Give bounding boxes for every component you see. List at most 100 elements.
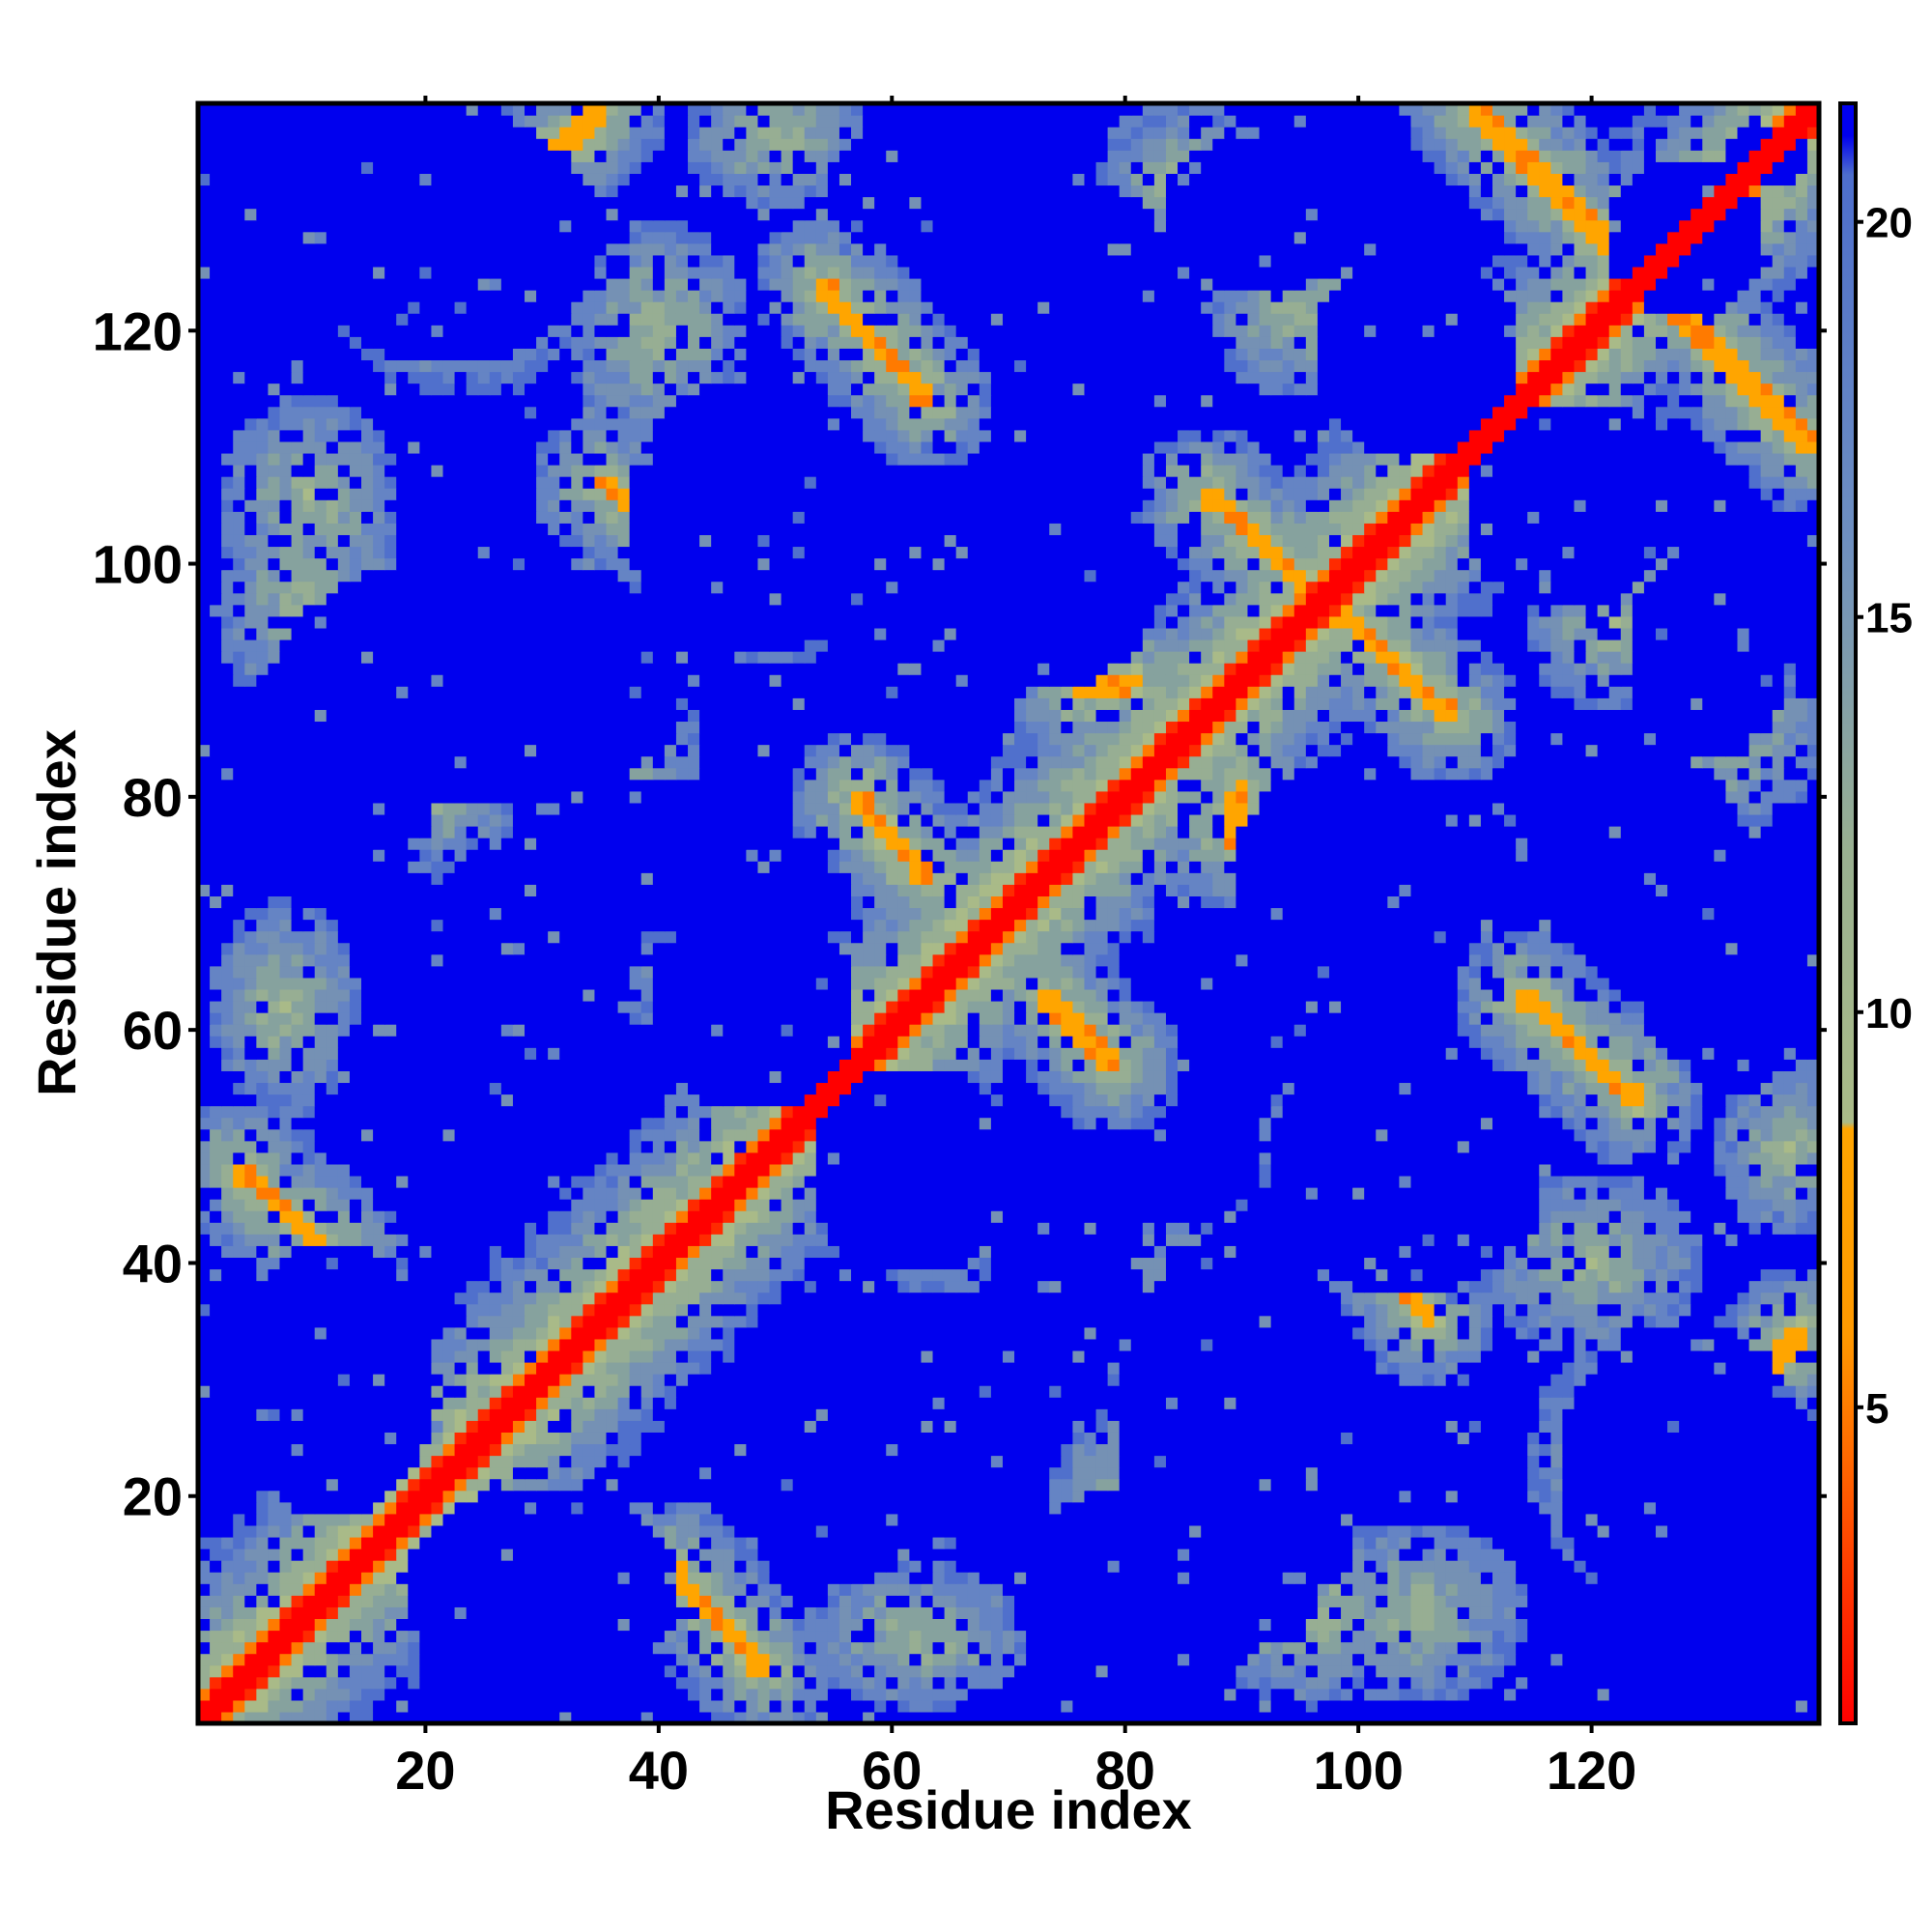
heatmap-cell: [1119, 1711, 1132, 1724]
heatmap-cell: [979, 1408, 992, 1421]
heatmap-cell: [838, 1583, 852, 1596]
heatmap-cell: [233, 1560, 245, 1573]
heatmap-cell: [396, 1397, 409, 1409]
heatmap-cell: [979, 1595, 992, 1607]
heatmap-cell: [1806, 1572, 1820, 1584]
heatmap-cell: [536, 1664, 549, 1678]
heatmap-cell: [477, 1443, 491, 1457]
heatmap-cell: [1328, 1361, 1342, 1375]
heatmap-cell: [606, 1408, 619, 1421]
heatmap-cell: [1492, 1513, 1505, 1526]
heatmap-cell: [1620, 1432, 1634, 1445]
heatmap-cell: [1376, 1408, 1388, 1421]
heatmap-cell: [349, 1606, 362, 1620]
heatmap-cell: [746, 1432, 759, 1445]
heatmap-cell: [431, 1606, 444, 1620]
heatmap-cell: [874, 1397, 887, 1409]
heatmap-cell: [1434, 1478, 1447, 1492]
heatmap-cell: [1305, 1572, 1319, 1584]
heatmap-cell: [1061, 1676, 1073, 1690]
heatmap-cell: [815, 1478, 829, 1492]
heatmap-cell: [1387, 1420, 1401, 1433]
heatmap-cell: [326, 1443, 339, 1457]
heatmap-cell: [1725, 1536, 1739, 1549]
heatmap-cell: [851, 1641, 864, 1655]
heatmap-cell: [1049, 1664, 1062, 1678]
heatmap-cell: [944, 1583, 957, 1596]
heatmap-cell: [1783, 1595, 1797, 1607]
heatmap-cell: [1585, 1315, 1599, 1328]
heatmap-cell: [1247, 1490, 1261, 1503]
heatmap-cell: [466, 1315, 479, 1328]
heatmap-cell: [396, 1583, 409, 1596]
heatmap-cell: [396, 1653, 409, 1666]
heatmap-cell: [734, 1595, 747, 1607]
heatmap-cell: [781, 1443, 794, 1457]
heatmap-cell: [897, 1560, 910, 1573]
heatmap-cell: [244, 1560, 257, 1573]
heatmap-cell: [1293, 1350, 1307, 1363]
heatmap-cell: [548, 1548, 560, 1561]
heatmap-cell: [1224, 1560, 1236, 1573]
heatmap-cell: [1293, 1524, 1307, 1538]
heatmap-cell: [349, 1303, 362, 1317]
heatmap-cell: [1095, 1303, 1109, 1317]
heatmap-cell: [617, 1374, 631, 1386]
heatmap-cell: [291, 1478, 304, 1492]
heatmap-cell: [967, 1303, 980, 1317]
heatmap-cell: [979, 1374, 992, 1386]
heatmap-cell: [1550, 1303, 1564, 1317]
heatmap-cell: [1399, 1583, 1412, 1596]
heatmap-cell: [571, 1513, 583, 1526]
heatmap-cell: [1748, 1374, 1762, 1386]
heatmap-cell: [1422, 1326, 1435, 1340]
heatmap-cell: [210, 1711, 222, 1724]
heatmap-cell: [1504, 1455, 1517, 1468]
heatmap-cell: [548, 1711, 560, 1724]
heatmap-cell: [1679, 1501, 1691, 1515]
heatmap-cell: [1224, 1397, 1236, 1409]
heatmap-cell: [525, 1676, 537, 1690]
heatmap-cell: [1037, 1641, 1050, 1655]
heatmap-cell: [1153, 1408, 1167, 1421]
heatmap-cell: [746, 1699, 759, 1713]
heatmap-cell: [1119, 1595, 1132, 1607]
heatmap-cell: [512, 1420, 526, 1433]
heatmap-cell: [1107, 1618, 1121, 1632]
heatmap-cell: [1095, 1361, 1109, 1375]
heatmap-cell: [466, 1443, 479, 1457]
heatmap-cell: [1492, 1606, 1505, 1620]
heatmap-cell: [897, 1711, 910, 1724]
heatmap-cell: [337, 1315, 351, 1328]
heatmap-cell: [1224, 1572, 1236, 1584]
heatmap-cell: [302, 1397, 316, 1409]
heatmap-cell: [500, 1595, 514, 1607]
heatmap-cell: [256, 1466, 270, 1480]
heatmap-cell: [863, 1420, 875, 1433]
heatmap-cell: [699, 1699, 712, 1713]
heatmap-cell: [1655, 1466, 1668, 1480]
heatmap-cell: [711, 1501, 724, 1515]
heatmap-cell: [664, 1676, 677, 1690]
heatmap-cell: [1457, 1711, 1470, 1724]
heatmap-cell: [769, 1676, 782, 1690]
heatmap-cell: [1539, 1501, 1551, 1515]
heatmap-cell: [769, 1618, 782, 1632]
heatmap-cell: [711, 1326, 724, 1340]
heatmap-cell: [1679, 1641, 1691, 1655]
heatmap-cell: [1562, 1653, 1576, 1666]
heatmap-cell: [1270, 1548, 1284, 1561]
heatmap-cell: [944, 1560, 957, 1573]
heatmap-cell: [1084, 1361, 1097, 1375]
heatmap-cell: [652, 1466, 666, 1480]
heatmap-cell: [512, 1664, 526, 1678]
heatmap-cell: [851, 1618, 864, 1632]
heatmap-cell: [746, 1374, 759, 1386]
heatmap-cell: [1748, 1361, 1762, 1375]
heatmap-cell: [1772, 1374, 1785, 1386]
heatmap-cell: [582, 1408, 596, 1421]
heatmap-cell: [1130, 1420, 1144, 1433]
heatmap-cell: [326, 1397, 339, 1409]
heatmap-cell: [1201, 1385, 1213, 1398]
heatmap-cell: [1422, 1303, 1435, 1317]
